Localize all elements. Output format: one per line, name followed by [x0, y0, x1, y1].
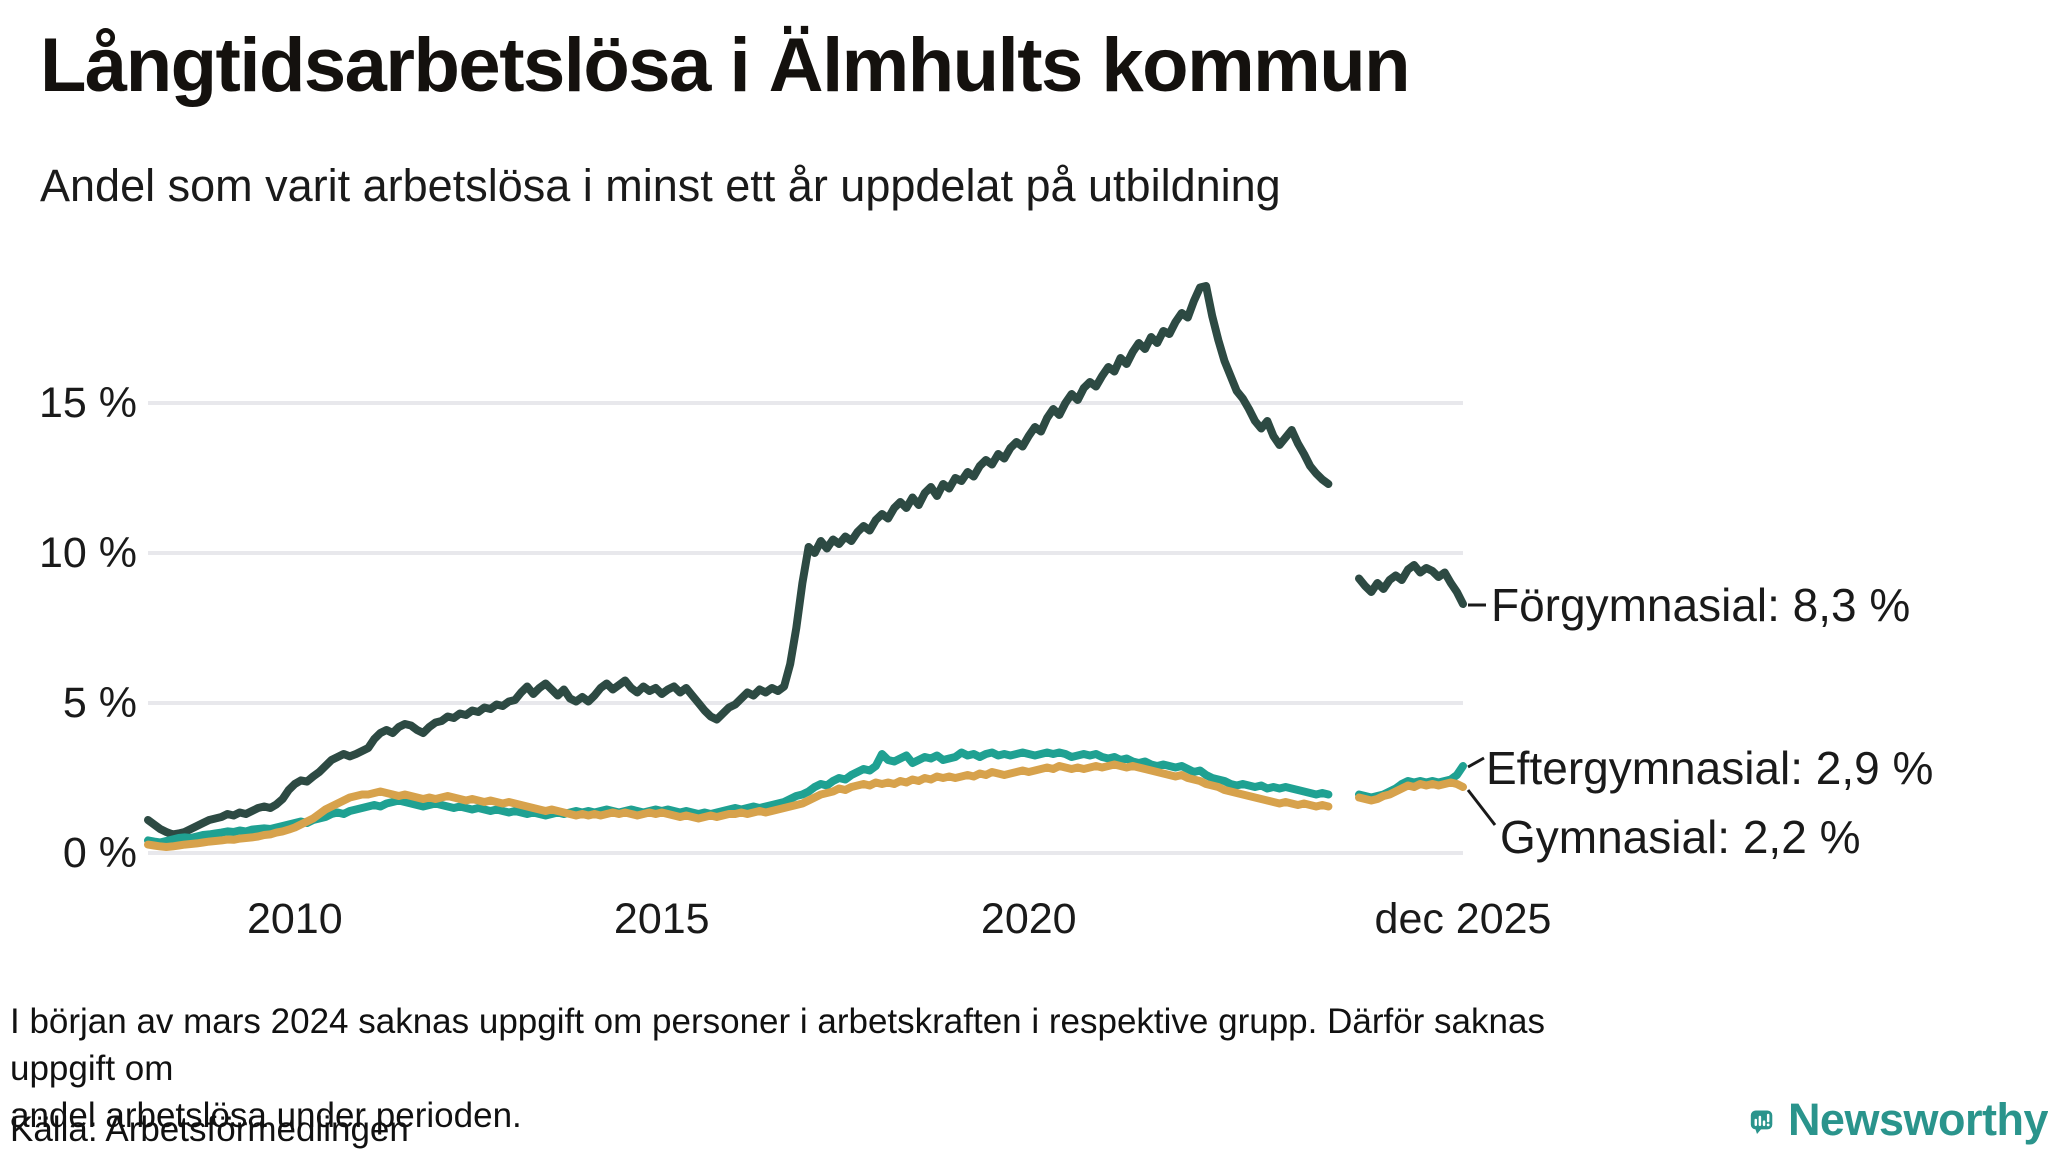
x-tick-2010: 2010 — [246, 895, 343, 943]
series-line-gymnasial — [144, 760, 1467, 851]
newsworthy-wordmark: Newsworthy — [1787, 1094, 2048, 1145]
y-tick-15: 15 % — [38, 379, 137, 427]
x-tick-dec-2025: dec 2025 — [1374, 895, 1552, 943]
page-subtitle: Andel som varit arbetslösa i minst ett å… — [40, 160, 1281, 211]
page-title: Långtidsarbetslösa i Älmhults kommun — [40, 23, 1411, 108]
series-label-gymnasial: Gymnasial: 2,2 % — [1500, 811, 1861, 863]
y-tick-5: 5 % — [62, 679, 137, 727]
footnote: I början av mars 2024 saknas uppgift om … — [10, 998, 1570, 1139]
series-label-eftergymnasial: Eftergymnasial: 2,9 % — [1486, 742, 1934, 794]
series-label-forgymnasial: Förgymnasial: 8,3 % — [1491, 579, 1911, 631]
y-tick-0: 0 % — [62, 829, 137, 877]
x-tick-2020: 2020 — [980, 895, 1077, 943]
footnote-line-2: andel arbetslösa under perioden. — [10, 1096, 522, 1135]
source-note: Källa: Arbetsförmedlingen — [10, 1110, 409, 1149]
footnote-line-1: I början av mars 2024 saknas uppgift om … — [10, 1002, 1545, 1088]
label-leader-lines — [1466, 603, 1497, 826]
y-tick-10: 10 % — [38, 529, 137, 577]
leader-gymnasial — [1466, 789, 1497, 826]
x-tick-2015: 2015 — [613, 895, 710, 943]
series-lines — [144, 282, 1467, 851]
newsworthy-icon — [1750, 1110, 1773, 1134]
leader-eftergymnasial — [1467, 756, 1485, 769]
series-line-forgymnasial — [144, 282, 1467, 839]
newsworthy-logo: Newsworthy — [1750, 1092, 2048, 1152]
